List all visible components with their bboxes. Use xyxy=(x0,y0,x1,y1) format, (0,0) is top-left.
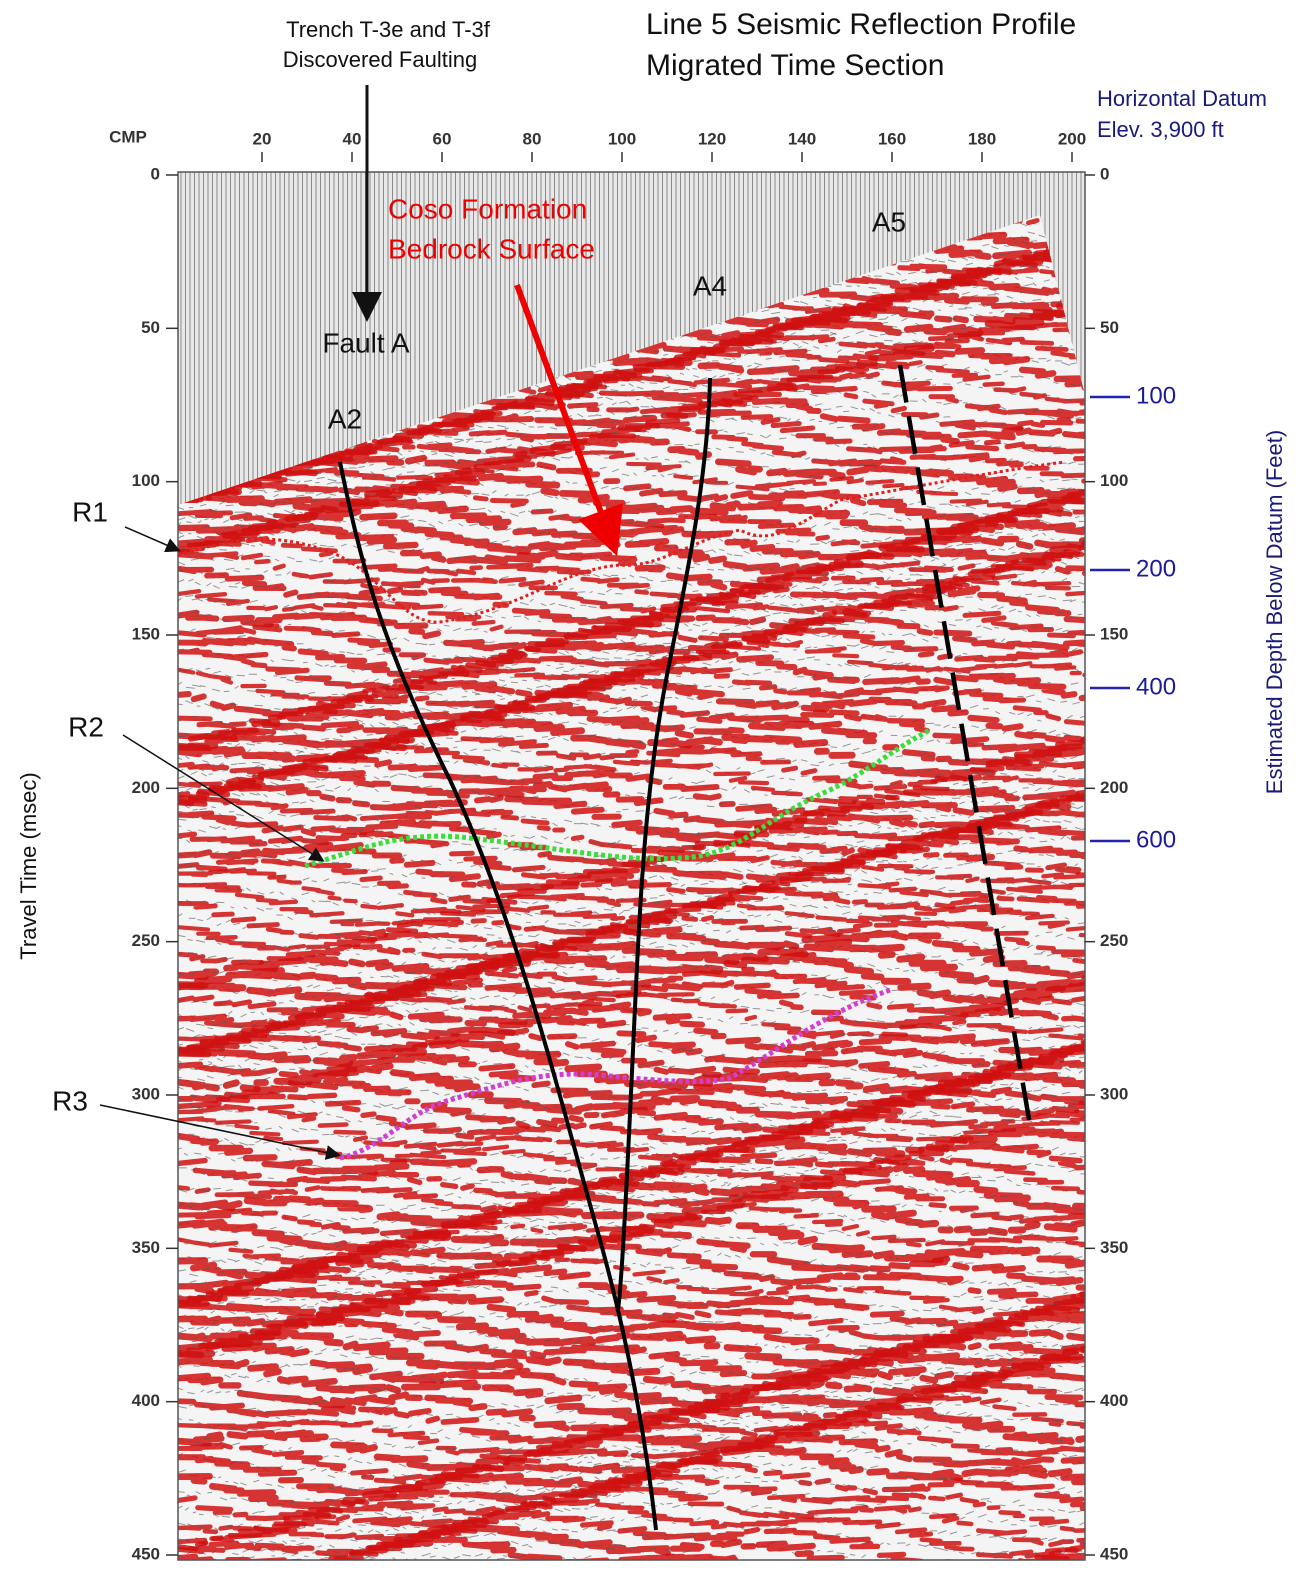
y-tick-label: 400 xyxy=(132,1391,160,1410)
bedrock-label-line1: Coso Formation xyxy=(388,193,587,224)
x-tick-label: 200 xyxy=(1058,129,1086,148)
y-tick-label-right: 0 xyxy=(1100,164,1109,183)
y-tick-label: 0 xyxy=(151,164,160,183)
x-tick-label: 180 xyxy=(968,129,996,148)
title-line2: Migrated Time Section xyxy=(646,49,944,82)
plot-frame xyxy=(177,171,1086,1561)
depth-axis-label: Estimated Depth Below Datum (Feet) xyxy=(1262,430,1287,794)
bedrock-label-line2: Bedrock Surface xyxy=(388,233,595,264)
y-tick-label-right: 450 xyxy=(1100,1544,1128,1563)
fault-a4 xyxy=(616,377,712,1311)
depth-tick-label: 100 xyxy=(1136,382,1176,409)
y-tick-label-right: 100 xyxy=(1100,471,1128,490)
depth-tick-label: 400 xyxy=(1136,673,1176,700)
x-tick-label: 40 xyxy=(343,129,362,148)
y-tick-label: 300 xyxy=(132,1084,160,1103)
y-tick-label: 150 xyxy=(132,624,160,643)
datum-note-line2: Elev. 3,900 ft xyxy=(1097,117,1224,142)
wiggle-trace xyxy=(178,822,1085,867)
depth-tick-label: 200 xyxy=(1136,555,1176,582)
fault-a-label: Fault A xyxy=(322,327,409,358)
title-line1: Line 5 Seismic Reflection Profile xyxy=(646,8,1076,41)
y-tick-label: 250 xyxy=(132,931,160,950)
y-tick-label-right: 50 xyxy=(1100,318,1119,337)
a2-label: A2 xyxy=(328,403,362,434)
wiggle-row xyxy=(178,562,1085,628)
x-tick-label: 100 xyxy=(608,129,636,148)
wiggle-row xyxy=(178,1534,1084,1560)
fault-a5 xyxy=(897,364,1033,1126)
x-tick-label: 120 xyxy=(698,129,726,148)
a4-label: A4 xyxy=(693,270,727,301)
wiggle-row xyxy=(178,522,1085,591)
y-tick-label-right: 300 xyxy=(1100,1084,1128,1103)
y-axis-label: Travel Time (msec) xyxy=(16,772,41,959)
r2-horizon xyxy=(304,727,932,869)
x-tick-label: 80 xyxy=(523,129,542,148)
y-tick-label: 50 xyxy=(141,318,160,337)
y-tick-label-right: 350 xyxy=(1100,1238,1128,1257)
r1-label: R1 xyxy=(72,496,108,527)
r1-horizon xyxy=(177,460,1066,624)
y-tick-label-right: 250 xyxy=(1100,931,1128,950)
r1-arrow xyxy=(124,526,181,553)
y-tick-label: 200 xyxy=(132,778,160,797)
x-tick-label: 160 xyxy=(878,129,906,148)
datum-note-line1: Horizontal Datum xyxy=(1097,86,1267,111)
trench-note-line2: Discovered Faulting xyxy=(283,47,477,72)
x-axis-label: CMP xyxy=(109,127,147,146)
wiggle-row xyxy=(178,718,1085,779)
r2-arrow xyxy=(122,734,325,862)
y-tick-label: 450 xyxy=(132,1544,160,1563)
x-tick-label: 60 xyxy=(433,129,452,148)
fault-a2 xyxy=(338,461,658,1531)
y-tick-label-right: 150 xyxy=(1100,624,1128,643)
r3-horizon xyxy=(339,987,891,1161)
bedrock-arrow xyxy=(514,283,624,557)
r3-arrow xyxy=(99,1104,341,1160)
wiggle-trace xyxy=(178,1552,1082,1560)
a5-label: A5 xyxy=(872,206,906,237)
y-tick-label-right: 200 xyxy=(1100,778,1128,797)
trench-note-line1: Trench T-3e and T-3f xyxy=(286,17,491,42)
x-tick-label: 20 xyxy=(253,129,272,148)
y-tick-label-right: 400 xyxy=(1100,1391,1128,1410)
x-tick-label: 140 xyxy=(788,129,816,148)
wiggle-row xyxy=(178,834,1085,891)
depth-tick-label: 600 xyxy=(1136,826,1176,853)
wiggle-row xyxy=(178,1201,1085,1265)
r3-label: R3 xyxy=(52,1085,88,1116)
y-tick-label: 350 xyxy=(132,1238,160,1257)
y-tick-label: 100 xyxy=(132,471,160,490)
r2-label: R2 xyxy=(68,711,104,742)
